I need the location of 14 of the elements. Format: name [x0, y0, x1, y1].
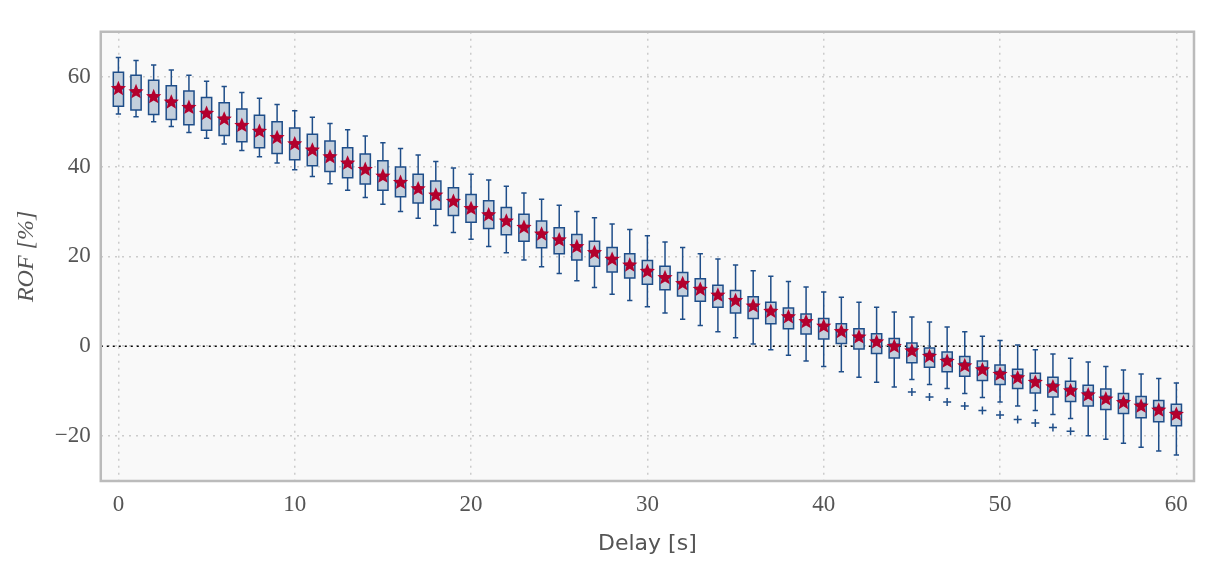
x-axis-title: Delay [s] — [598, 529, 697, 555]
x-tick-label: 60 — [1164, 490, 1188, 516]
x-tick-label: 30 — [635, 490, 659, 516]
y-axis-title: ROF [%] — [11, 210, 38, 304]
x-tick-label: 10 — [283, 490, 307, 516]
y-tick-label: 60 — [67, 62, 91, 88]
x-tick-label: 0 — [112, 490, 125, 516]
y-tick-label: 20 — [67, 242, 91, 268]
y-tick-label: 0 — [79, 332, 91, 358]
y-tick-label: 40 — [67, 152, 91, 178]
x-tick-label: 50 — [988, 490, 1012, 516]
x-tick-label: 20 — [459, 490, 483, 516]
x-tick-label: 40 — [812, 490, 836, 516]
y-tick-label: −20 — [54, 422, 91, 448]
